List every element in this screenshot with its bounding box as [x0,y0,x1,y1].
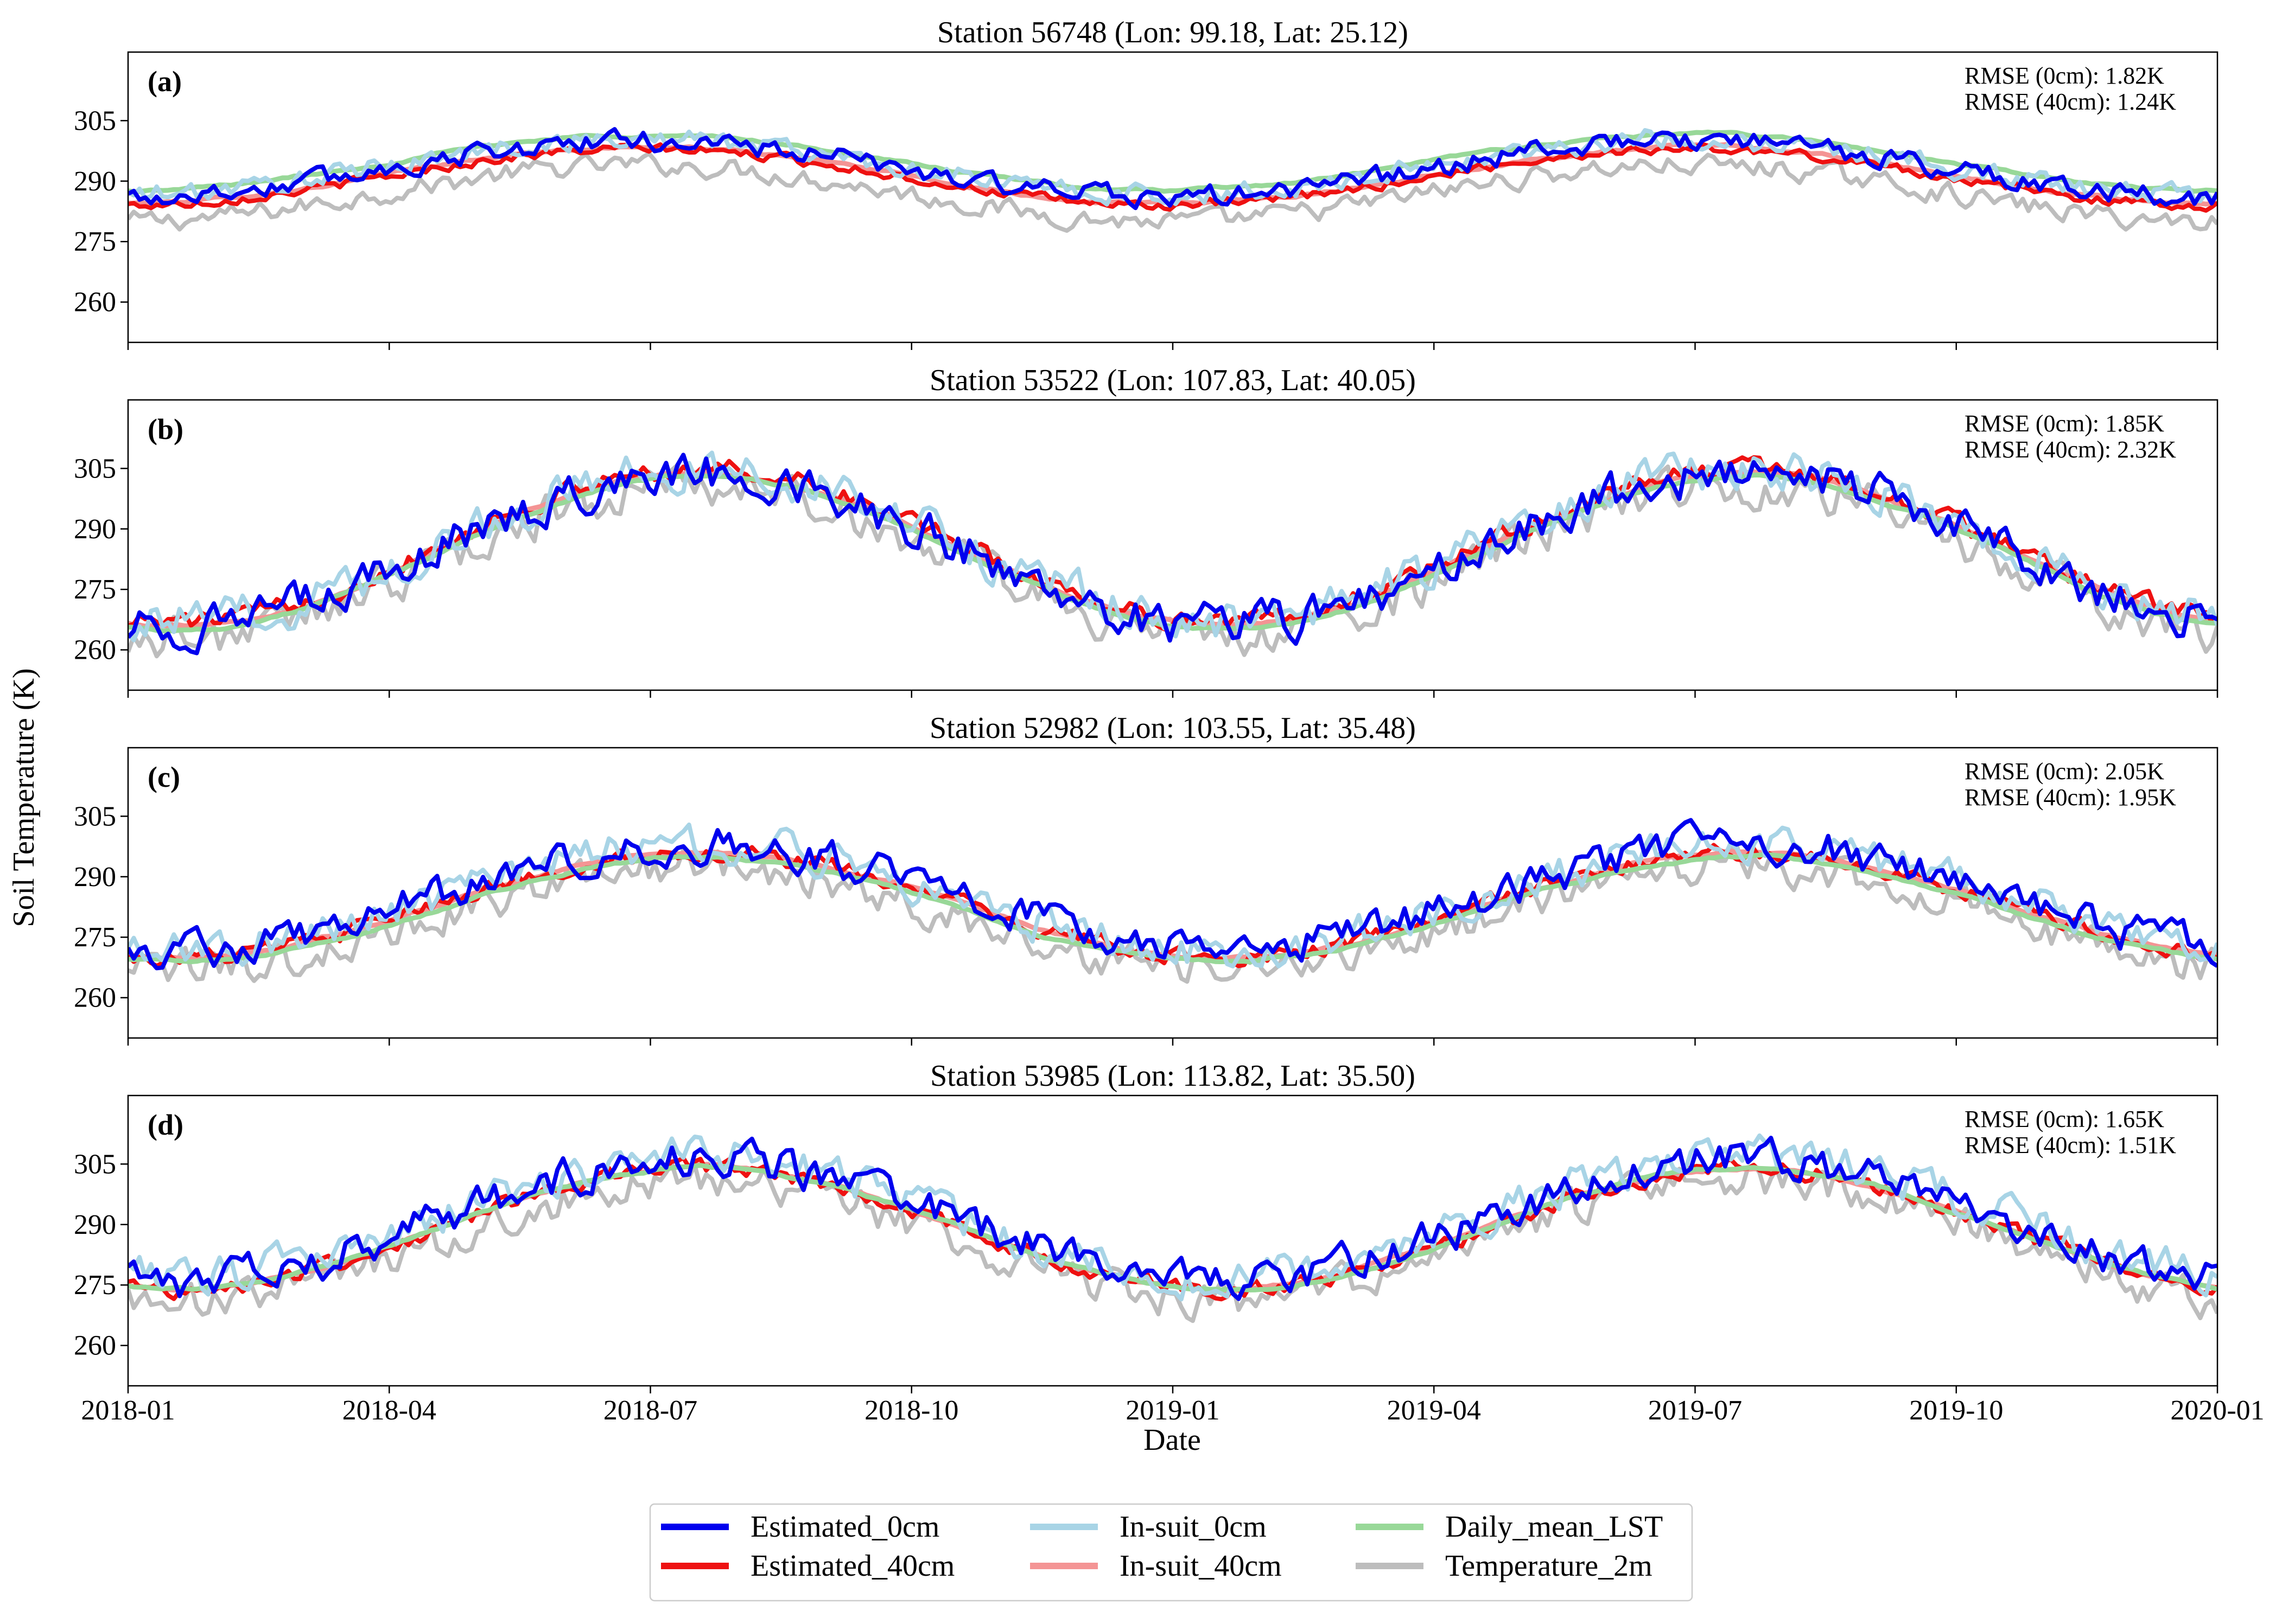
panel-title: Station 53522 (Lon: 107.83, Lat: 40.05) [930,364,1416,397]
x-tick-label: 2018-10 [865,1395,958,1426]
legend-label: Estimated_40cm [751,1549,955,1583]
rmse-40cm-label: RMSE (40cm): 1.51K [1965,1132,2176,1158]
x-tick-label: 2019-10 [1909,1395,2003,1426]
series-line-in-suit-40cm [128,849,2217,961]
rmse-0cm-label: RMSE (0cm): 1.65K [1965,1106,2164,1132]
y-tick-label: 260 [74,1330,116,1361]
y-tick-label: 290 [74,1209,116,1240]
x-tick-label: 2019-07 [1648,1395,1742,1426]
series-line-estimated-0cm [128,127,2217,211]
series-group [128,1133,2217,1323]
y-tick-label: 275 [74,1270,116,1301]
panel-letter: (b) [148,413,183,445]
series-line-in-suit-0cm [128,822,2217,969]
y-tick-label: 290 [74,514,116,545]
y-tick-label: 305 [74,1149,116,1180]
x-tick-label: 2018-04 [342,1395,436,1426]
panel-letter: (a) [148,65,182,98]
panel-letter: (d) [148,1109,183,1141]
panels: 260 275 290 305 Station 56748 (Lon: 99.18, L… [74,16,2265,1426]
x-tick-label: 2019-01 [1126,1395,1219,1426]
x-tick-label: 2020-01 [2170,1395,2264,1426]
panel-title: Station 53985 (Lon: 113.82, Lat: 35.50) [930,1059,1415,1093]
series-line-estimated-0cm [128,453,2217,655]
legend-label: Temperature_2m [1445,1549,1652,1583]
y-tick-label: 290 [74,862,116,893]
y-tick-label: 275 [74,226,116,257]
legend-item-in-suit-0cm: In-suit_0cm [1030,1510,1267,1544]
x-tick-label: 2019-04 [1387,1395,1481,1426]
y-tick-label: 305 [74,801,116,832]
series-group [128,450,2217,659]
rmse-40cm-label: RMSE (40cm): 1.95K [1965,784,2176,811]
legend-item-temperature-2m: Temperature_2m [1356,1549,1652,1583]
y-tick-label: 260 [74,635,116,666]
rmse-0cm-label: RMSE (0cm): 2.05K [1965,758,2164,785]
y-axis-label: Soil Temperature (K) [7,668,41,927]
rmse-40cm-label: RMSE (40cm): 2.32K [1965,436,2176,463]
legend-item-estimated-40cm: Estimated_40cm [661,1549,955,1583]
legend-label: Estimated_0cm [751,1510,939,1544]
y-tick-label: 275 [74,922,116,953]
y-tick-label: 290 [74,166,116,197]
legend-label: Daily_mean_LST [1445,1510,1663,1544]
legend-box [649,1503,1693,1602]
y-tick-label: 275 [74,574,116,605]
legend-label: In-suit_40cm [1120,1549,1282,1583]
panel-title: Station 56748 (Lon: 99.18, Lat: 25.12) [937,16,1408,49]
series-line-temperature-2m [128,151,2217,233]
legend-item-in-suit-40cm: In-suit_40cm [1030,1549,1282,1583]
x-axis-label: Date [1143,1423,1201,1457]
series-group [128,127,2217,233]
panel-d: 260 275 290 305 2018-01 2018-04 2018-07 2018-10… [74,1059,2265,1426]
rmse-0cm-label: RMSE (0cm): 1.85K [1965,410,2164,437]
panel-letter: (c) [148,761,180,793]
x-tick-label: 2018-07 [603,1395,697,1426]
series-line-estimated-0cm [128,1136,2217,1301]
x-tick-label: 2018-01 [81,1395,175,1426]
series-line-estimated-0cm [128,818,2217,971]
rmse-40cm-label: RMSE (40cm): 1.24K [1965,88,2176,115]
y-tick-label: 260 [74,287,116,318]
legend: Estimated_0cm In-suit_0cm Daily_mean_LST Es… [649,1503,1693,1602]
panel-a: 260 275 290 305 Station 56748 (Lon: 99.18, L… [74,16,2219,350]
panel-b: 260 275 290 305 Station 53522 (Lon: 107.83, … [74,364,2219,698]
legend-item-daily-mean-lst: Daily_mean_LST [1356,1510,1663,1544]
panel-c: 260 275 290 305 Station 52982 (Lon: 103.55, … [74,711,2219,1046]
y-tick-label: 260 [74,983,116,1014]
series-group [128,818,2217,984]
legend-item-estimated-0cm: Estimated_0cm [661,1510,939,1544]
panel-title: Station 52982 (Lon: 103.55, Lat: 35.48) [930,711,1416,745]
legend-label: In-suit_0cm [1120,1510,1267,1544]
rmse-0cm-label: RMSE (0cm): 1.82K [1965,62,2164,89]
y-tick-label: 305 [74,105,116,136]
series-line-daily-mean-lst [128,1163,2217,1292]
y-tick-label: 305 [74,453,116,484]
